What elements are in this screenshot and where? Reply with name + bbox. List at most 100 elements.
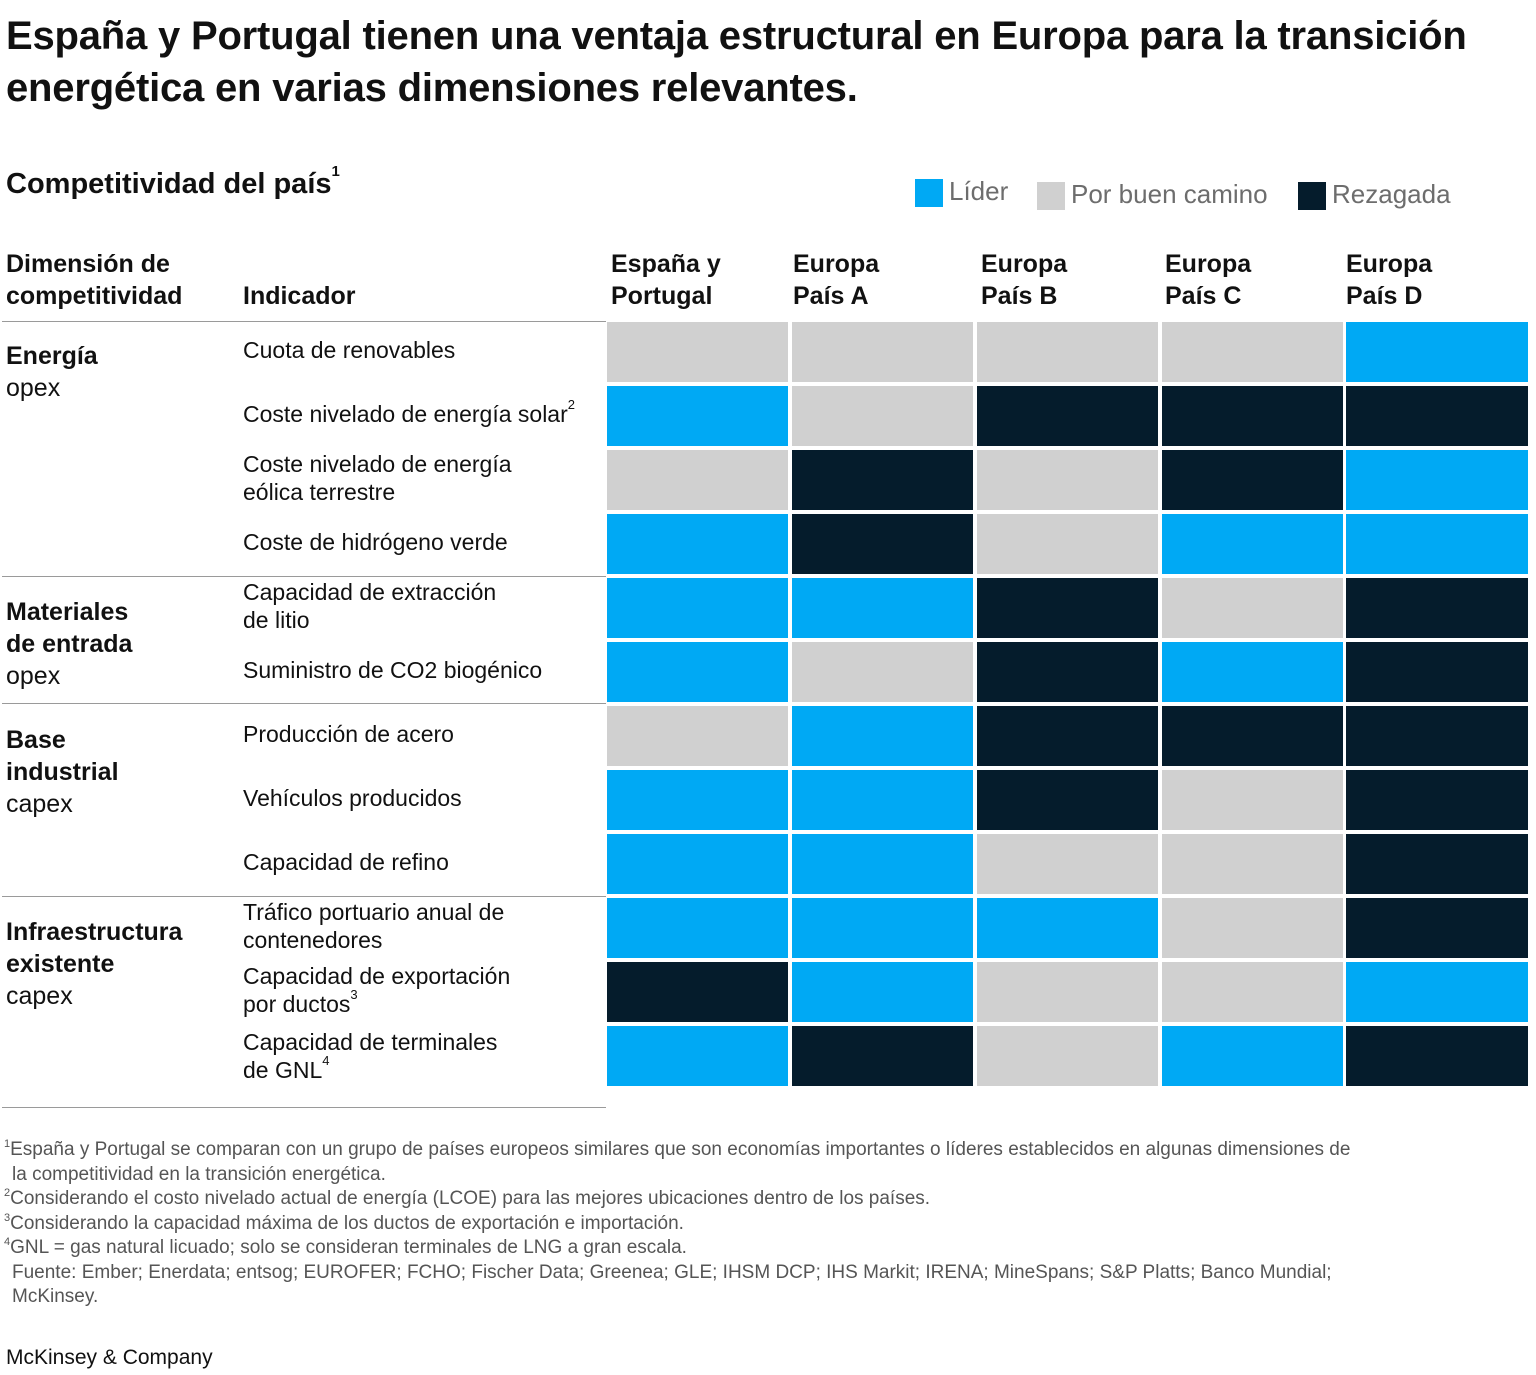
dimension-type-0: opex <box>6 374 61 402</box>
cell-r8-c2 <box>977 834 1158 894</box>
separator-rule-1 <box>2 576 606 577</box>
footnote-marker-1: 2 <box>4 1187 11 1199</box>
cell-r8-c0 <box>607 834 788 894</box>
cell-r0-c4 <box>1346 322 1528 382</box>
indicator-line-10-1: por ductos3 <box>243 987 358 1017</box>
indicator-label-3: Coste de hidrógeno verde <box>243 510 603 574</box>
dimension-header-line1: Dimensión de <box>6 250 170 278</box>
dimension-name-1-0: Materiales <box>6 598 129 626</box>
column-header-4-line1: Europa <box>1346 250 1433 278</box>
indicator-text-4: Capacidad de extracción de litio <box>243 578 496 634</box>
footnote-3-line-0: 4GNL = gas natural licuado; solo se cons… <box>4 1236 1504 1261</box>
indicator-header: Indicador <box>243 282 356 310</box>
indicator-line-10-0: Capacidad de exportación <box>243 963 511 989</box>
indicator-line-8-0: Capacidad de refino <box>243 849 449 875</box>
separator-rule-2 <box>2 703 606 704</box>
indicator-label-7: Vehículos producidos <box>243 766 603 830</box>
indicator-line-4-0: Capacidad de extracción <box>243 579 497 605</box>
cell-r7-c2 <box>977 770 1158 830</box>
cell-r4-c3 <box>1162 578 1343 638</box>
column-header-2-line1: Europa <box>981 250 1068 278</box>
dimension-header-line2: competitividad <box>6 282 183 310</box>
indicator-line-9-0: Tráfico portuario anual de <box>243 899 505 925</box>
cell-r2-c0 <box>607 450 788 510</box>
footnote-4-line-1: McKinsey. <box>4 1285 1504 1310</box>
cell-r7-c4 <box>1346 770 1528 830</box>
indicator-label-6: Producción de acero <box>243 702 603 766</box>
indicator-line-11-0: Capacidad de terminales <box>243 1029 498 1055</box>
indicator-text-2: Coste nivelado de energía eólica terrestr… <box>243 450 512 506</box>
cell-r10-c3 <box>1162 962 1343 1022</box>
dimension-group-0: Energía opex <box>6 340 98 404</box>
cell-r8-c4 <box>1346 834 1528 894</box>
footnote-text-0-1: la competitividad en la transición energ… <box>12 1163 386 1185</box>
footnote-0-line-0: 1España y Portugal se comparan con un gr… <box>4 1138 1504 1163</box>
column-header-2: Europa País B <box>981 248 1067 312</box>
footnote-text-4-1: McKinsey. <box>12 1286 99 1307</box>
legend-label-2: Rezagada <box>1332 179 1451 209</box>
column-header-1-line2: País A <box>793 282 869 310</box>
cell-r8-c3 <box>1162 834 1343 894</box>
indicator-footnote-ref-11: 4 <box>322 1053 330 1068</box>
indicator-text-0: Cuota de renovables <box>243 336 455 364</box>
legend-label-0: Líder <box>949 176 1009 206</box>
indicator-text-10: Capacidad de exportación por ductos3 <box>243 962 510 1018</box>
footnote-text-2-0: Considerando la capacidad máxima de los … <box>10 1212 684 1234</box>
cell-r3-c3 <box>1162 514 1343 574</box>
subtitle-footnote-ref: 1 <box>331 163 340 180</box>
cell-r2-c2 <box>977 450 1158 510</box>
cell-r2-c1 <box>792 450 973 510</box>
cell-r6-c0 <box>607 706 788 766</box>
indicator-line-9-1: contenedores <box>243 927 383 953</box>
cell-r9-c0 <box>607 898 788 958</box>
cell-r3-c0 <box>607 514 788 574</box>
cell-r10-c2 <box>977 962 1158 1022</box>
indicator-text-5: Suministro de CO2 biogénico <box>243 656 542 684</box>
cell-r2-c3 <box>1162 450 1343 510</box>
footnote-1-line-0: 2Considerando el costo nivelado actual d… <box>4 1187 1504 1212</box>
cell-r11-c2 <box>977 1026 1158 1086</box>
footnote-marker-0: 1 <box>4 1138 11 1150</box>
indicator-line-0-0: Cuota de renovables <box>243 337 456 363</box>
brand-footer: McKinsey & Company <box>6 1346 213 1369</box>
legend-swatch-1 <box>1037 182 1065 210</box>
cell-r3-c4 <box>1346 514 1528 574</box>
indicator-line-11-1: de GNL4 <box>243 1053 330 1083</box>
dimension-name-0-0: Energía <box>6 342 98 370</box>
cell-r11-c0 <box>607 1026 788 1086</box>
cell-r5-c1 <box>792 642 973 702</box>
footnote-text-0-0: España y Portugal se comparan con un gru… <box>10 1139 1351 1160</box>
cell-r5-c2 <box>977 642 1158 702</box>
indicator-label-8: Capacidad de refino <box>243 830 603 894</box>
dimension-type-2: capex <box>6 790 73 818</box>
dimension-header: Dimensión de competitividad <box>6 248 182 312</box>
legend-label-1: Por buen camino <box>1071 179 1268 209</box>
dimension-name-3-0: Infraestructura <box>6 918 183 946</box>
indicator-label-11: Capacidad de terminales de GNL4 <box>243 1024 603 1088</box>
column-header-3-line1: Europa <box>1165 250 1252 278</box>
cell-r4-c1 <box>792 578 973 638</box>
cell-r4-c2 <box>977 578 1158 638</box>
indicator-line-2-1: eólica terrestre <box>243 479 396 505</box>
indicator-text-1: Coste nivelado de energía solar2 <box>243 398 575 428</box>
cell-r3-c2 <box>977 514 1158 574</box>
column-header-4: Europa País D <box>1346 248 1432 312</box>
cell-r7-c1 <box>792 770 973 830</box>
cell-r9-c3 <box>1162 898 1343 958</box>
column-header-4-line2: País D <box>1346 282 1423 310</box>
indicator-text-11: Capacidad de terminales de GNL4 <box>243 1028 497 1084</box>
cell-r11-c4 <box>1346 1026 1528 1086</box>
footnote-text-1-0: Considerando el costo nivelado actual de… <box>10 1188 931 1209</box>
indicator-label-0: Cuota de renovables <box>243 318 603 382</box>
cell-r5-c4 <box>1346 642 1528 702</box>
footnote-text-3-0: GNL = gas natural licuado; solo se consi… <box>10 1237 687 1258</box>
cell-r1-c0 <box>607 386 788 446</box>
cell-r1-c4 <box>1346 386 1528 446</box>
cell-r7-c3 <box>1162 770 1343 830</box>
separator-rule-4 <box>2 1107 606 1108</box>
indicator-text-8: Capacidad de refino <box>243 848 449 876</box>
footnote-marker-3: 4 <box>4 1236 11 1248</box>
cell-r9-c1 <box>792 898 973 958</box>
cell-r11-c3 <box>1162 1026 1343 1086</box>
cell-r11-c1 <box>792 1026 973 1086</box>
